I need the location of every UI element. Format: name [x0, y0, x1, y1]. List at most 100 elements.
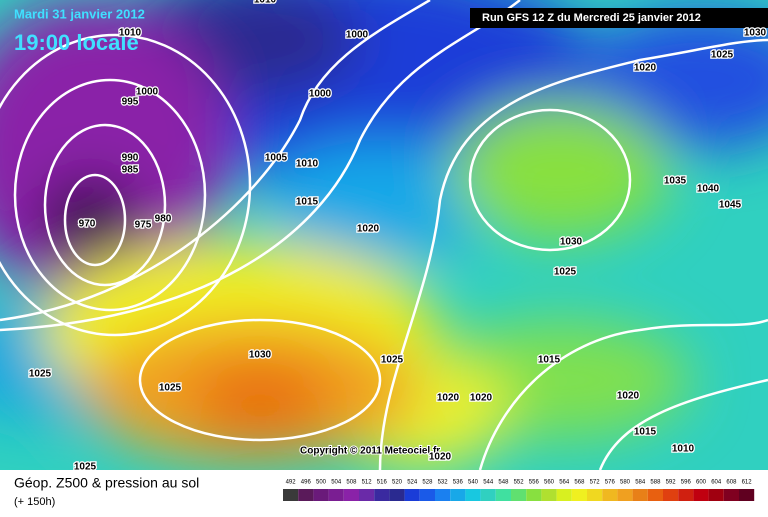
isobar-label: 1015 — [634, 427, 657, 438]
colorbar-swatch — [587, 489, 603, 501]
colorbar-label: 500 — [316, 480, 327, 486]
colorbar-label: 536 — [453, 480, 464, 486]
colorbar-swatch — [404, 489, 420, 501]
colorbar-label: 560 — [544, 480, 555, 486]
isobar-label: 1025 — [29, 369, 52, 380]
colorbar-swatch — [708, 489, 724, 501]
isobar-label: 1025 — [74, 462, 97, 473]
isobar-label: 995 — [122, 97, 139, 108]
isobar-label: 1010 — [672, 444, 695, 455]
isobar-label: 990 — [122, 153, 139, 164]
colorbar-label: 568 — [574, 480, 585, 486]
colorbar-swatch — [541, 489, 557, 501]
isobar-label: 1020 — [437, 393, 460, 404]
colorbar-label: 600 — [696, 480, 707, 486]
colorbar-swatch — [465, 489, 481, 501]
colorbar-swatch — [450, 489, 466, 501]
colorbar-swatch — [739, 489, 755, 501]
isobar-label: 1005 — [265, 153, 288, 164]
run-text: Run GFS 12 Z du Mercredi 25 janvier 2012 — [482, 12, 701, 24]
isobar-label: 1040 — [697, 184, 720, 195]
colorbar: 492 496 500 504 508 512 516 520 524 528 532 536 540 5… — [283, 480, 755, 501]
colorbar-swatch — [511, 489, 527, 501]
colorbar-swatch — [526, 489, 542, 501]
isobar-label: 1020 — [470, 393, 493, 404]
isobar-label: 1000 — [309, 89, 332, 100]
colorbar-swatch — [343, 489, 359, 501]
colorbar-label: 584 — [635, 480, 646, 486]
colorbar-label: 512 — [362, 480, 373, 486]
colorbar-swatch — [435, 489, 451, 501]
colorbar-swatch — [480, 489, 496, 501]
colorbar-swatch — [647, 489, 663, 501]
colorbar-swatch — [313, 489, 329, 501]
field — [0, 0, 768, 470]
isobar-label: 1045 — [719, 200, 742, 211]
colorbar-label: 548 — [498, 480, 509, 486]
colorbar-label: 540 — [468, 480, 479, 486]
colorbar-label: 592 — [666, 480, 677, 486]
isobar-label: 1020 — [357, 224, 380, 235]
time: 19:00 locale — [14, 30, 139, 55]
colorbar-swatch — [283, 489, 299, 501]
colorbar-label: 580 — [620, 480, 631, 486]
colorbar-swatch — [693, 489, 709, 501]
colorbar-label: 572 — [590, 480, 601, 486]
colorbar-label: 608 — [726, 480, 737, 486]
colorbar-label: 520 — [392, 480, 403, 486]
colorbar-label: 564 — [559, 480, 570, 486]
isobar-label: 1025 — [554, 267, 577, 278]
isobar-label: 1020 — [429, 452, 452, 463]
colorbar-label: 532 — [438, 480, 449, 486]
colorbar-swatch — [359, 489, 375, 501]
isobar-label: 1010 — [119, 28, 142, 39]
colorbar-label: 612 — [742, 480, 753, 486]
isobar-label: 1000 — [346, 30, 369, 41]
isobar-label: 1025 — [711, 50, 734, 61]
colorbar-label: 588 — [650, 480, 661, 486]
isobar-label: 1030 — [744, 28, 767, 39]
colorbar-swatch — [571, 489, 587, 501]
colorbar-swatch — [663, 489, 679, 501]
colorbar-swatch — [374, 489, 390, 501]
colorbar-label: 544 — [483, 480, 494, 486]
isobar-label: 985 — [122, 165, 139, 176]
isobar-label: 1010 — [254, 0, 277, 6]
colorbar-label: 528 — [422, 480, 433, 486]
footer-lead: (+ 150h) — [14, 496, 55, 508]
isobar-label: 1025 — [381, 355, 404, 366]
colorbar-swatch — [495, 489, 511, 501]
isobar-label: 1030 — [560, 237, 583, 248]
isobar-label: 970 — [79, 219, 96, 230]
run-box — [470, 8, 768, 28]
colorbar-label: 492 — [286, 480, 297, 486]
colorbar-label: 504 — [331, 480, 342, 486]
colorbar-label: 556 — [529, 480, 540, 486]
colorbar-swatch — [678, 489, 694, 501]
colorbar-label: 508 — [346, 480, 357, 486]
isobar-label: 1000 — [136, 87, 159, 98]
colorbar-label: 576 — [605, 480, 616, 486]
colorbar-swatch — [419, 489, 435, 501]
colorbar-label: 552 — [514, 480, 525, 486]
colorbar-swatch — [298, 489, 314, 501]
isobar-label: 1015 — [538, 355, 561, 366]
colorbar-swatch — [389, 489, 405, 501]
colorbar-swatch — [632, 489, 648, 501]
footer-title: Géop. Z500 & pression au sol — [14, 475, 199, 491]
isobar-label: 1010 — [296, 159, 319, 170]
colorbar-label: 516 — [377, 480, 388, 486]
colorbar-label: 496 — [301, 480, 312, 486]
isobar-label: 1025 — [159, 383, 182, 394]
colorbar-label: 524 — [407, 480, 418, 486]
colorbar-label: 604 — [711, 480, 722, 486]
colorbar-swatch — [556, 489, 572, 501]
isobar-label: 1030 — [249, 350, 272, 361]
isobar-label: 1015 — [296, 197, 319, 208]
date: Mardi 31 janvier 2012 — [14, 6, 145, 21]
isobar-label: 1035 — [664, 176, 687, 187]
isobar-label: 1020 — [617, 391, 640, 402]
colorbar-label: 596 — [681, 480, 692, 486]
colorbar-swatch — [328, 489, 344, 501]
